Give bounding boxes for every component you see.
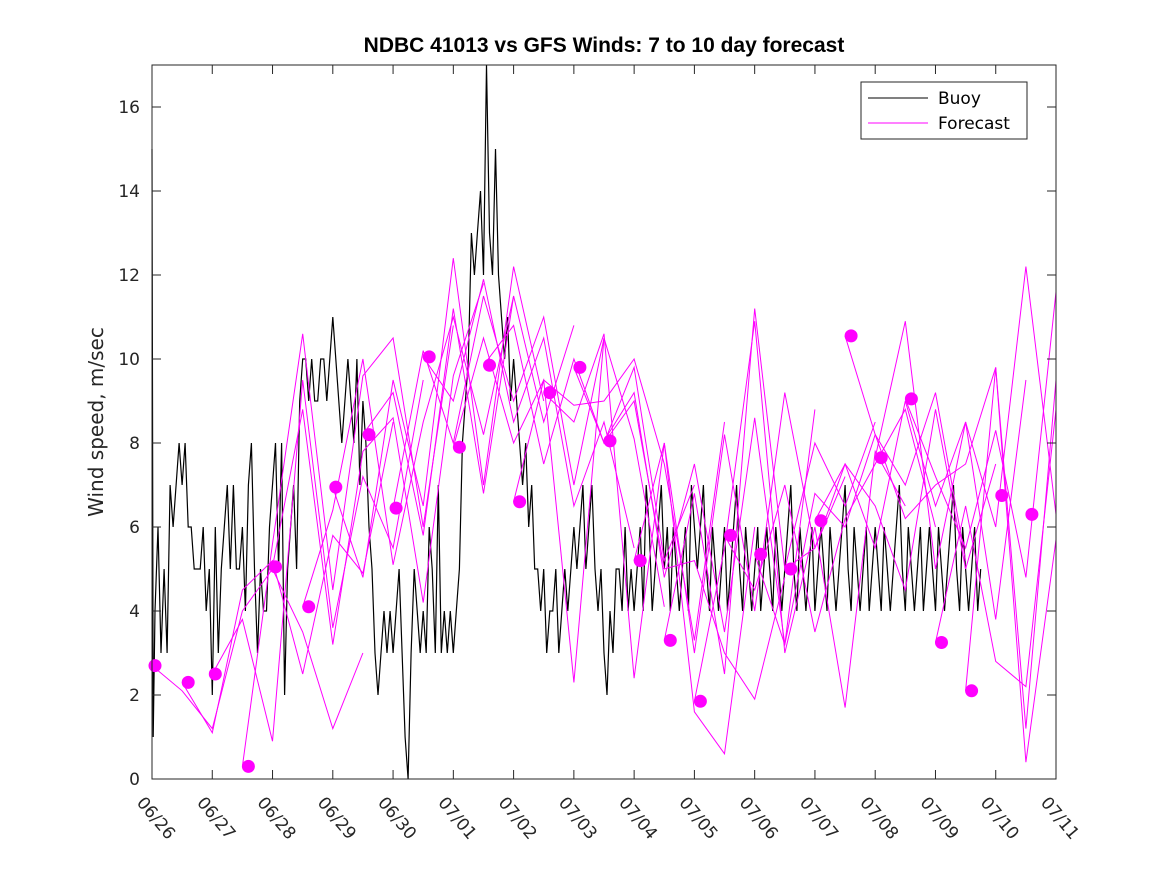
forecast-run-line bbox=[904, 291, 1057, 578]
forecast-point bbox=[362, 428, 376, 442]
forecast-run-line bbox=[935, 409, 1057, 688]
legend-box bbox=[860, 81, 1028, 140]
y-axis-label: Wind speed, m/sec bbox=[84, 327, 108, 517]
forecast-point bbox=[724, 528, 738, 542]
forecast-point bbox=[573, 360, 587, 374]
forecast-point bbox=[603, 434, 617, 448]
y-tick-label: 8 bbox=[129, 434, 140, 454]
forecast-series bbox=[151, 258, 1057, 767]
forecast-point bbox=[148, 659, 162, 673]
forecast-points bbox=[148, 329, 1039, 773]
legend: Buoy Forecast bbox=[860, 81, 1028, 140]
forecast-run-line bbox=[874, 266, 1057, 570]
forecast-point bbox=[874, 451, 888, 465]
forecast-run-line bbox=[483, 324, 695, 563]
forecast-point bbox=[965, 684, 979, 698]
buoy-series bbox=[151, 64, 982, 780]
forecast-run-line bbox=[181, 421, 394, 735]
forecast-point bbox=[995, 489, 1009, 502]
forecast-point bbox=[663, 633, 677, 647]
forecast-run-line bbox=[452, 336, 665, 683]
forecast-run-line bbox=[754, 392, 967, 647]
forecast-point bbox=[513, 495, 527, 509]
forecast-run-line bbox=[272, 283, 484, 645]
forecast-run-line bbox=[332, 258, 545, 578]
forecast-point bbox=[1025, 507, 1039, 521]
y-tick-label: 0 bbox=[129, 770, 140, 790]
legend-label-buoy: Buoy bbox=[938, 89, 981, 109]
forecast-run-line bbox=[543, 333, 756, 756]
forecast-run-line bbox=[151, 568, 364, 731]
y-tick-label: 6 bbox=[129, 518, 140, 538]
forecast-run-line bbox=[211, 379, 424, 742]
y-tick-label: 4 bbox=[129, 602, 140, 622]
forecast-point bbox=[181, 675, 195, 689]
forecast-point bbox=[754, 547, 768, 561]
forecast-run-line bbox=[633, 392, 846, 654]
y-axis-ticks: 0 2 4 6 8 10 12 14 16 bbox=[118, 98, 1056, 790]
forecast-run-line bbox=[784, 409, 997, 592]
forecast-run-line bbox=[814, 379, 1027, 620]
forecast-run-line bbox=[603, 391, 816, 645]
chart-title: NDBC 41013 vs GFS Winds: 7 to 10 day for… bbox=[364, 34, 845, 57]
forecast-point bbox=[329, 480, 343, 494]
forecast-point bbox=[389, 501, 403, 515]
y-tick-label: 16 bbox=[118, 98, 140, 118]
y-tick-label: 14 bbox=[118, 182, 140, 202]
forecast-point bbox=[208, 667, 222, 681]
axes-box bbox=[151, 64, 1057, 780]
y-tick-label: 2 bbox=[129, 686, 140, 706]
forecast-run-line bbox=[422, 279, 635, 549]
forecast-run-line bbox=[241, 325, 454, 767]
forecast-point bbox=[422, 350, 436, 364]
forecast-run-line bbox=[513, 357, 725, 641]
forecast-point bbox=[935, 636, 948, 649]
forecast-run-line bbox=[693, 321, 906, 708]
forecast-point bbox=[844, 329, 858, 343]
forecast-point bbox=[693, 694, 707, 708]
y-tick-label: 12 bbox=[118, 266, 140, 286]
forecast-point bbox=[633, 554, 647, 568]
y-tick-label: 10 bbox=[118, 350, 140, 370]
buoy-line bbox=[151, 64, 982, 780]
forecast-run-line bbox=[844, 335, 1057, 729]
forecast-point bbox=[784, 562, 798, 576]
forecast-point bbox=[302, 600, 316, 614]
forecast-run-line bbox=[965, 367, 1057, 763]
forecast-point bbox=[269, 560, 282, 574]
forecast-point bbox=[543, 386, 557, 400]
forecast-run-line bbox=[663, 308, 876, 675]
legend-label-forecast: Forecast bbox=[938, 114, 1010, 134]
forecast-point bbox=[904, 392, 918, 406]
forecast-point bbox=[814, 514, 828, 528]
forecast-point bbox=[241, 759, 255, 773]
forecast-point bbox=[452, 440, 466, 454]
forecast-run-line bbox=[724, 408, 936, 633]
forecast-point bbox=[483, 358, 496, 372]
